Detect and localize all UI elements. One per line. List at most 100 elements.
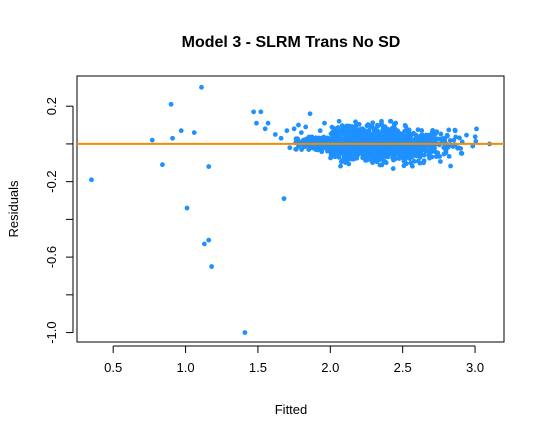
data-point — [339, 123, 345, 129]
data-point — [168, 101, 174, 107]
data-point — [452, 128, 458, 134]
data-point — [352, 151, 358, 157]
data-point — [307, 111, 313, 117]
data-point — [368, 138, 374, 143]
data-point — [362, 131, 368, 137]
points-layer — [89, 84, 492, 335]
data-point — [272, 132, 278, 137]
data-point — [394, 135, 399, 141]
data-point — [254, 120, 259, 126]
data-point — [438, 131, 444, 137]
data-point — [319, 149, 325, 155]
data-point — [355, 148, 361, 154]
data-point — [443, 149, 449, 155]
data-point — [386, 134, 392, 140]
data-point — [336, 145, 342, 151]
data-point — [337, 134, 343, 140]
x-tick-label: 1.5 — [249, 360, 267, 375]
data-point — [284, 128, 290, 134]
y-axis: 0.2 -0.2 -0.6 -1.0 — [44, 97, 74, 344]
data-point — [322, 120, 327, 126]
data-point — [390, 166, 396, 171]
data-point — [437, 136, 442, 142]
data-point — [335, 125, 341, 130]
data-point — [401, 144, 407, 150]
data-point — [364, 153, 370, 159]
data-point — [331, 125, 337, 131]
data-point — [351, 156, 356, 162]
data-point — [310, 135, 316, 141]
data-point — [313, 147, 319, 152]
data-point — [369, 154, 374, 160]
data-point — [350, 130, 356, 135]
y-axis-label: Residuals — [6, 180, 21, 238]
data-point — [393, 120, 399, 126]
data-point — [364, 123, 370, 129]
data-point — [178, 128, 184, 134]
data-point — [473, 138, 479, 144]
data-point — [403, 124, 409, 130]
data-point — [358, 127, 364, 133]
data-point — [379, 118, 384, 124]
y-tick-label: 0.2 — [44, 97, 59, 115]
data-point — [429, 154, 435, 160]
data-point — [206, 164, 212, 169]
y-tick-label: -0.6 — [44, 246, 59, 268]
data-point — [281, 196, 287, 202]
data-point — [149, 137, 155, 143]
data-point — [390, 145, 396, 151]
data-point — [209, 264, 215, 269]
data-point — [287, 145, 293, 151]
data-point — [421, 158, 427, 164]
data-point — [347, 126, 353, 132]
data-point — [368, 123, 374, 129]
data-point — [278, 135, 284, 141]
data-point — [392, 156, 398, 162]
data-point — [379, 162, 385, 168]
data-point — [339, 127, 345, 133]
data-point — [393, 127, 398, 133]
data-point — [430, 128, 436, 134]
data-point — [199, 84, 204, 90]
data-point — [298, 130, 304, 135]
data-point — [242, 330, 248, 335]
data-point — [389, 130, 395, 136]
data-point — [201, 241, 207, 247]
data-point — [206, 237, 212, 243]
data-point — [410, 149, 415, 155]
data-point — [327, 143, 333, 149]
data-point — [265, 120, 271, 126]
data-point — [419, 128, 425, 133]
data-point — [191, 130, 197, 135]
data-point — [358, 132, 363, 138]
data-point — [402, 134, 408, 140]
data-point — [346, 156, 351, 162]
data-point — [438, 159, 443, 164]
data-point — [448, 163, 453, 169]
data-point — [404, 161, 409, 167]
data-point — [344, 123, 350, 129]
data-point — [435, 150, 441, 156]
data-point — [352, 137, 358, 143]
data-point — [447, 138, 453, 143]
data-point — [305, 138, 311, 143]
data-point — [446, 127, 452, 133]
data-point — [417, 160, 423, 166]
data-point — [387, 118, 393, 124]
y-tick-label: -1.0 — [44, 321, 59, 343]
data-point — [299, 147, 305, 152]
data-point — [393, 148, 398, 154]
data-point — [384, 139, 390, 145]
data-point — [346, 133, 352, 139]
data-point — [89, 177, 94, 183]
data-point — [338, 163, 343, 169]
data-point — [472, 134, 478, 140]
data-point — [464, 132, 469, 138]
data-point — [184, 205, 190, 211]
data-point — [375, 123, 381, 129]
data-point — [291, 126, 297, 132]
data-point — [369, 147, 375, 153]
y-tick-label: -0.2 — [44, 170, 59, 192]
data-point — [341, 154, 347, 160]
